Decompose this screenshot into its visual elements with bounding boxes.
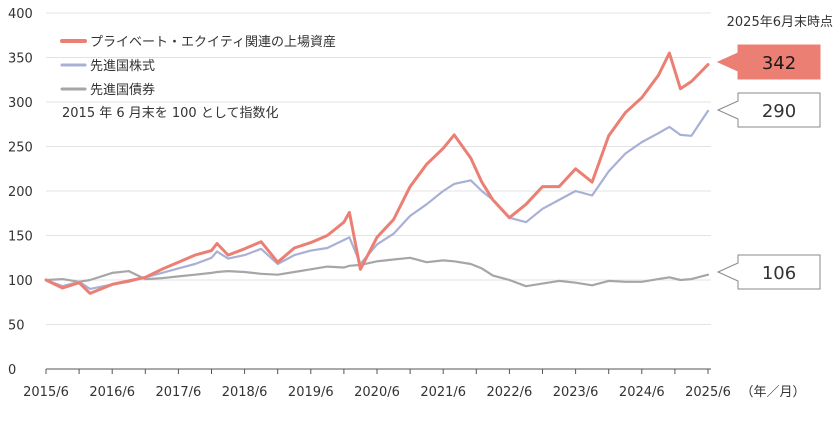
end-value-callout-2 <box>716 254 821 290</box>
y-tick-label: 300 <box>8 96 33 111</box>
end-value-label-2: 106 <box>762 263 796 284</box>
x-tick-label: 2016/6 <box>89 385 135 400</box>
as-of-annotation: 2025年6月末時点 <box>727 15 833 30</box>
legend-label-0: プライベート・エクイティ関連の上場資産 <box>90 34 336 50</box>
y-tick-label: 0 <box>8 363 16 378</box>
y-tick-label: 150 <box>8 230 33 245</box>
x-tick-label: 2017/6 <box>156 385 202 400</box>
end-value-label-1: 290 <box>762 101 796 122</box>
x-tick-label: 2020/6 <box>354 385 400 400</box>
legend-label-1: 先進国株式 <box>90 59 155 74</box>
y-tick-label: 400 <box>8 7 33 22</box>
x-tick-label: 2025/6 <box>685 385 731 400</box>
y-tick-label: 250 <box>8 141 33 156</box>
y-tick-label: 350 <box>8 52 33 67</box>
series-line-2 <box>44 256 710 288</box>
y-tick-label: 50 <box>8 319 25 334</box>
x-tick-label: 2023/6 <box>553 385 599 400</box>
x-tick-label: 2021/6 <box>420 385 466 400</box>
legend-label-2: 先進国債券 <box>90 82 155 98</box>
end-value-callout-0 <box>716 44 821 80</box>
x-tick-label: 2024/6 <box>619 385 665 400</box>
x-tick-label: 2018/6 <box>222 385 268 400</box>
series-line-1 <box>44 109 710 290</box>
y-tick-label: 200 <box>8 185 33 200</box>
end-value-label-0: 342 <box>762 53 796 74</box>
series-line-0 <box>44 51 710 295</box>
y-tick-label: 100 <box>8 274 33 289</box>
x-tick-label: 2015/6 <box>23 385 69 400</box>
series-lines <box>44 51 710 295</box>
x-tick-label: 2019/6 <box>288 385 334 400</box>
index-note: 2015 年 6 月末を 100 として指数化 <box>62 106 278 121</box>
end-value-callout-1 <box>716 92 821 128</box>
x-tick-label: 2022/6 <box>487 385 533 400</box>
axes: 0 50 100 150 200 250 300 350 400 2015/6 2016/6 2017… <box>8 7 731 400</box>
x-axis-unit-label: （年／月） <box>740 385 805 400</box>
end-value-callouts: 342 290 106 <box>716 44 821 290</box>
